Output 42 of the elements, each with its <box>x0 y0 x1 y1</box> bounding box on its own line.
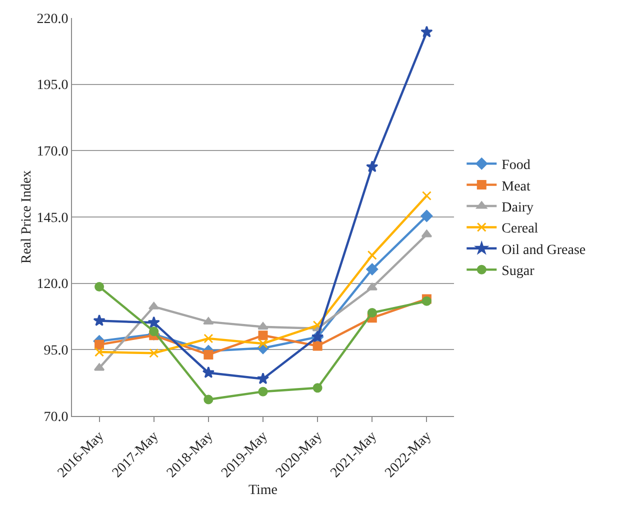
y-tick-label: 145.0 <box>36 210 68 226</box>
legend-label: Cereal <box>502 222 538 237</box>
point <box>204 334 214 344</box>
y-tick-label: 170.0 <box>36 144 68 160</box>
x-axis-title: Time <box>248 482 278 498</box>
point <box>366 160 378 172</box>
point <box>93 314 106 326</box>
point <box>203 317 214 325</box>
y-tick-label: 220.0 <box>36 12 68 27</box>
point <box>312 320 322 330</box>
y-tick-label: 120.0 <box>36 277 68 292</box>
point <box>149 348 159 358</box>
point <box>366 263 378 276</box>
legend-label: Oil and Grease <box>502 242 586 258</box>
point <box>367 250 377 260</box>
legend-label: Dairy <box>502 200 534 216</box>
point <box>367 308 377 318</box>
point <box>420 26 433 38</box>
y-tick-label: 195.0 <box>36 78 68 94</box>
y-axis-title: Real Price Index <box>20 170 35 264</box>
legend-label: Meat <box>502 179 531 194</box>
legend-label: Sugar <box>502 264 535 280</box>
legend-label: Food <box>502 158 530 174</box>
point <box>256 372 270 384</box>
point <box>312 383 322 393</box>
point <box>258 322 268 330</box>
point <box>420 210 433 222</box>
point <box>204 394 214 404</box>
point <box>204 350 214 360</box>
point <box>94 340 104 350</box>
y-tick-label: 70.0 <box>44 410 68 425</box>
point <box>202 366 215 378</box>
point <box>149 326 159 336</box>
point <box>258 386 268 396</box>
point <box>258 330 268 340</box>
y-tick-label: 95.0 <box>44 344 68 359</box>
point <box>422 191 432 201</box>
point <box>94 282 104 292</box>
point <box>258 338 268 348</box>
point <box>312 341 322 351</box>
point <box>94 347 104 357</box>
point <box>148 316 160 328</box>
